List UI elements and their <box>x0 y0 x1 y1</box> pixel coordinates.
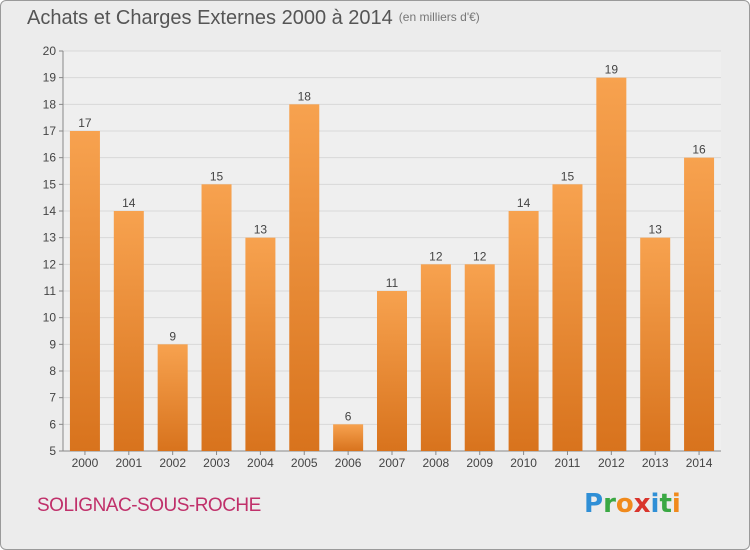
bar <box>157 344 188 451</box>
x-tick-label: 2000 <box>72 456 99 470</box>
chart-subtitle: (en milliers d'€) <box>398 10 480 24</box>
data-label: 19 <box>605 63 619 77</box>
bar <box>640 237 671 451</box>
logo-letter: P <box>584 489 604 519</box>
bar <box>508 211 539 451</box>
data-label: 13 <box>254 223 268 237</box>
x-tick-label: 2012 <box>598 456 625 470</box>
x-tick-label: 2003 <box>203 456 230 470</box>
y-tick-label: 20 <box>43 44 57 58</box>
y-tick-label: 18 <box>43 97 57 111</box>
y-tick-label: 5 <box>49 444 56 458</box>
y-tick-label: 17 <box>43 124 57 138</box>
data-label: 12 <box>473 249 487 263</box>
logo-letter: o <box>615 489 634 519</box>
y-tick-label: 16 <box>43 151 57 165</box>
y-tick-label: 15 <box>43 177 57 191</box>
logo-letter: i <box>650 489 660 519</box>
bar <box>684 157 715 451</box>
data-label: 15 <box>210 169 224 183</box>
y-tick-label: 14 <box>43 204 57 218</box>
y-tick-label: 9 <box>49 337 56 351</box>
x-tick-label: 2007 <box>379 456 406 470</box>
logo-letter: t <box>659 489 672 519</box>
data-label: 6 <box>345 409 352 423</box>
data-label: 11 <box>386 276 399 290</box>
x-tick-label: 2004 <box>247 456 274 470</box>
data-label: 13 <box>649 223 663 237</box>
y-tick-label: 19 <box>43 71 57 85</box>
bar <box>201 184 232 452</box>
x-tick-label: 2014 <box>686 456 713 470</box>
logo-letter: x <box>633 489 651 519</box>
bar <box>333 424 364 451</box>
x-tick-label: 2005 <box>291 456 318 470</box>
bar <box>69 131 100 451</box>
proxiti-logo: Proxiti <box>584 489 681 519</box>
data-label: 14 <box>517 196 531 210</box>
bar <box>464 264 495 451</box>
y-tick-label: 13 <box>43 231 57 245</box>
data-label: 12 <box>429 249 443 263</box>
x-tick-label: 2010 <box>510 456 537 470</box>
y-tick-label: 8 <box>49 364 56 378</box>
x-tick-label: 2009 <box>466 456 493 470</box>
data-label: 14 <box>122 196 136 210</box>
y-tick-label: 12 <box>43 257 57 271</box>
bar <box>596 77 627 452</box>
x-tick-label: 2006 <box>335 456 362 470</box>
commune-name: SOLIGNAC-SOUS-ROCHE <box>37 495 261 516</box>
y-tick-label: 6 <box>49 417 56 431</box>
logo-letter: r <box>603 489 616 519</box>
data-label: 16 <box>692 143 706 157</box>
x-tick-label: 2001 <box>115 456 142 470</box>
bar <box>552 184 583 452</box>
data-label: 15 <box>561 169 575 183</box>
x-tick-label: 2008 <box>423 456 450 470</box>
bar <box>113 211 144 451</box>
logo-letter: i <box>671 489 681 519</box>
y-tick-label: 7 <box>49 391 56 405</box>
bar <box>377 291 407 451</box>
bar <box>289 104 320 451</box>
y-tick-label: 10 <box>43 311 57 325</box>
data-label: 9 <box>169 329 176 343</box>
chart-title-block: Achats et Charges Externes 2000 à 2014 (e… <box>27 7 480 30</box>
x-tick-label: 2002 <box>159 456 186 470</box>
x-tick-label: 2013 <box>642 456 669 470</box>
y-tick-label: 11 <box>44 284 57 298</box>
data-label: 18 <box>298 89 312 103</box>
chart-title: Achats et Charges Externes 2000 à 2014 <box>27 7 393 29</box>
x-tick-label: 2011 <box>555 456 581 470</box>
bar <box>420 264 451 451</box>
data-label: 17 <box>78 116 92 130</box>
bar <box>245 237 276 451</box>
